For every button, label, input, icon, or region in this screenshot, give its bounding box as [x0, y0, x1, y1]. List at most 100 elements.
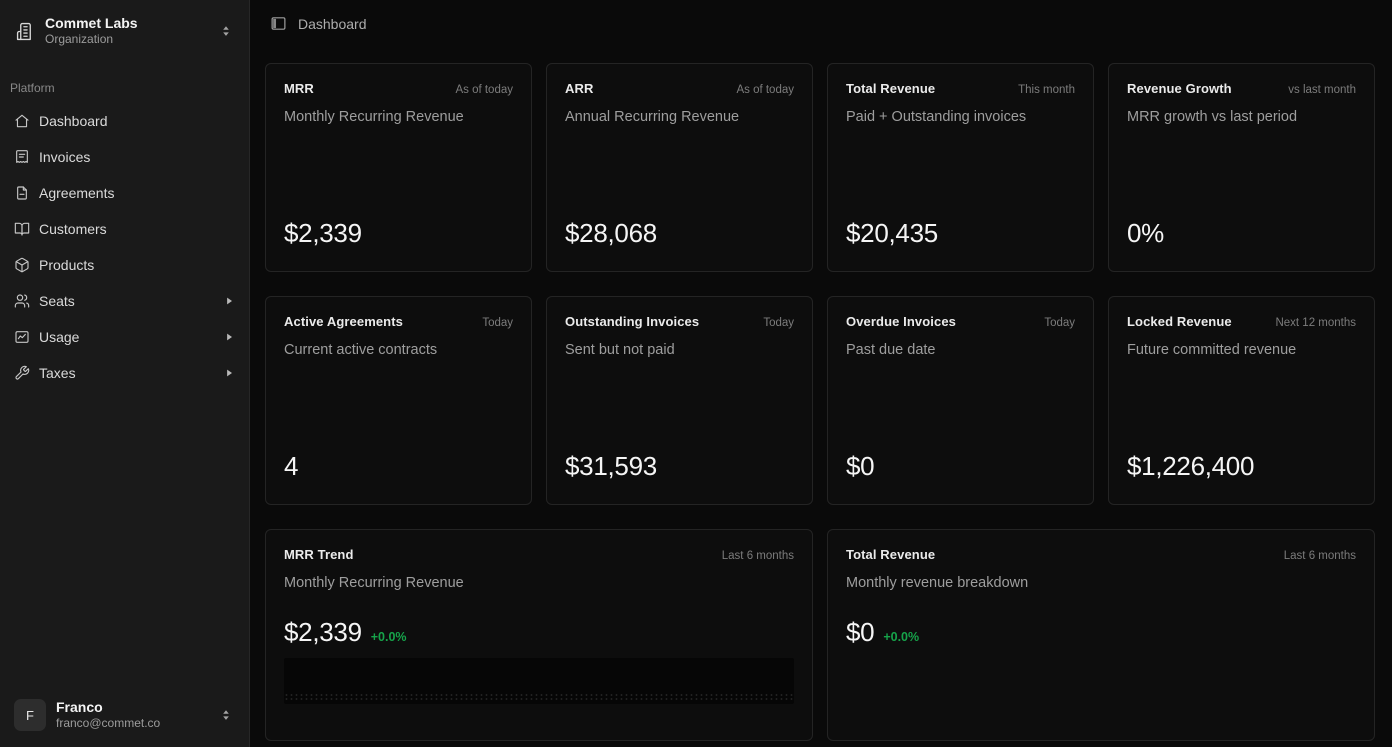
stat-card-total-revenue: Total Revenue This month Paid + Outstandi…	[827, 63, 1094, 272]
card-subtitle: Monthly revenue breakdown	[846, 575, 1029, 591]
org-switcher[interactable]: Commet Labs Organization	[8, 8, 241, 55]
card-subtitle: Past due date	[846, 342, 936, 358]
card-title: Locked Revenue	[1127, 314, 1232, 329]
sidebar-item-agreements[interactable]: Agreements	[8, 175, 241, 211]
card-subtitle: Annual Recurring Revenue	[565, 109, 740, 125]
card-value: $28,068	[565, 217, 657, 248]
user-email: franco@commet.co	[56, 716, 161, 731]
stat-card-active-agreements: Active Agreements Today Current active co…	[265, 296, 532, 505]
card-subtitle: Future committed revenue	[1127, 342, 1297, 358]
sidebar-item-products[interactable]: Products	[8, 247, 241, 283]
sidebar-item-seats[interactable]: Seats	[8, 283, 241, 319]
sidebar-section-label: Platform	[10, 80, 55, 95]
sidebar-item-invoices[interactable]: Invoices	[8, 139, 241, 175]
user-menu[interactable]: F Franco franco@commet.co	[8, 693, 241, 739]
delta-badge: +0.0%	[883, 630, 920, 644]
card-value: $2,339	[284, 617, 362, 647]
card-period: Last 6 months	[721, 550, 794, 562]
card-title: Revenue Growth	[1127, 81, 1232, 96]
card-period: vs last month	[1288, 84, 1356, 96]
org-type: Organization	[45, 32, 114, 47]
receipt-icon	[16, 149, 28, 163]
card-value: $2,339	[284, 217, 362, 248]
card-period: Today	[763, 317, 794, 329]
card-subtitle: MRR growth vs last period	[1127, 109, 1298, 125]
stat-card-overdue-invoices: Overdue Invoices Today Past due date $0	[827, 296, 1094, 505]
sidebar-item-taxes[interactable]: Taxes	[8, 355, 241, 391]
chevrons-up-down-icon	[223, 710, 229, 720]
chevrons-up-down-icon	[223, 26, 229, 37]
card-title: MRR	[284, 81, 314, 96]
file-text-icon	[17, 186, 27, 200]
stat-card-outstanding-invoices: Outstanding Invoices Today Sent but not p…	[546, 296, 813, 505]
dashboard-grid: MRR As of today Monthly Recurring Revenue…	[250, 47, 1392, 741]
card-value: 4	[284, 450, 299, 481]
mrr-trend-chart	[284, 658, 794, 705]
sidebar-item-usage[interactable]: Usage	[8, 319, 241, 355]
card-period: Today	[482, 317, 513, 329]
card-period: As of today	[455, 84, 513, 96]
delta-badge: +0.0%	[370, 630, 407, 644]
chevron-right-icon	[227, 297, 232, 304]
card-value: $31,593	[565, 450, 657, 481]
sidebar-item-customers[interactable]: Customers	[8, 211, 241, 247]
card-subtitle: Sent but not paid	[565, 342, 675, 358]
avatar: F	[14, 699, 46, 731]
breadcrumb: Dashboard	[298, 15, 367, 32]
card-period: Today	[1044, 317, 1075, 329]
book-open-icon	[14, 222, 30, 236]
org-text: Commet Labs Organization	[45, 15, 138, 47]
card-subtitle: Current active contracts	[284, 342, 438, 358]
package-icon	[15, 257, 29, 272]
sidebar: Commet Labs Organization Platform Dashbo…	[0, 0, 250, 747]
sidebar-item-label: Dashboard	[39, 112, 108, 129]
chart-icon	[15, 330, 29, 343]
sidebar-item-label: Customers	[39, 220, 107, 237]
sidebar-item-label: Agreements	[39, 184, 115, 201]
sidebar-item-label: Taxes	[39, 364, 76, 381]
home-icon	[15, 114, 29, 127]
stat-card-mrr: MRR As of today Monthly Recurring Revenue…	[265, 63, 532, 272]
chevron-right-icon	[227, 369, 232, 376]
building-icon	[16, 22, 31, 40]
sidebar-item-dashboard[interactable]: Dashboard	[8, 103, 241, 139]
card-title: Overdue Invoices	[846, 314, 956, 329]
card-period: As of today	[736, 84, 794, 96]
card-title: Active Agreements	[284, 314, 403, 329]
trend-card-mrr: MRR Trend Last 6 months Monthly Recurring…	[265, 529, 813, 741]
card-subtitle: Monthly Recurring Revenue	[284, 109, 464, 125]
card-value: $0	[846, 617, 875, 647]
card-value: $20,435	[846, 217, 938, 248]
trend-card-total-revenue: Total Revenue Last 6 months Monthly reven…	[827, 529, 1375, 741]
user-text: Franco franco@commet.co	[56, 698, 161, 731]
card-value: $0	[846, 450, 875, 481]
card-title: Total Revenue	[846, 81, 936, 96]
stat-card-arr: ARR As of today Annual Recurring Revenue …	[546, 63, 813, 272]
sidebar-item-label: Seats	[39, 292, 75, 309]
card-subtitle: Paid + Outstanding invoices	[846, 109, 1027, 125]
stat-card-revenue-growth: Revenue Growth vs last month MRR growth v…	[1108, 63, 1375, 272]
card-period: This month	[1018, 84, 1075, 96]
chevron-right-icon	[227, 333, 232, 340]
card-title: MRR Trend	[284, 547, 354, 562]
card-period: Last 6 months	[1283, 550, 1356, 562]
sidebar-item-label: Invoices	[39, 148, 91, 165]
users-icon	[14, 294, 30, 308]
card-title: Outstanding Invoices	[565, 314, 700, 329]
sidebar-nav: Dashboard Invoices Agreements	[8, 103, 241, 391]
card-title: ARR	[565, 81, 594, 96]
card-value: $1,226,400	[1127, 450, 1255, 481]
card-value: 0%	[1127, 217, 1164, 248]
card-period: Next 12 months	[1275, 317, 1356, 329]
org-name: Commet Labs	[45, 15, 138, 31]
topbar: Dashboard	[250, 0, 1392, 47]
main-content: Dashboard MRR As of today Monthly Recurri…	[250, 0, 1392, 747]
wrench-icon	[15, 365, 30, 380]
card-title: Total Revenue	[846, 547, 936, 562]
sidebar-toggle-icon[interactable]	[270, 15, 287, 32]
card-subtitle: Monthly Recurring Revenue	[284, 575, 464, 591]
stat-card-locked-revenue: Locked Revenue Next 12 months Future comm…	[1108, 296, 1375, 505]
user-name: Franco	[56, 698, 103, 715]
sidebar-item-label: Products	[39, 256, 95, 273]
